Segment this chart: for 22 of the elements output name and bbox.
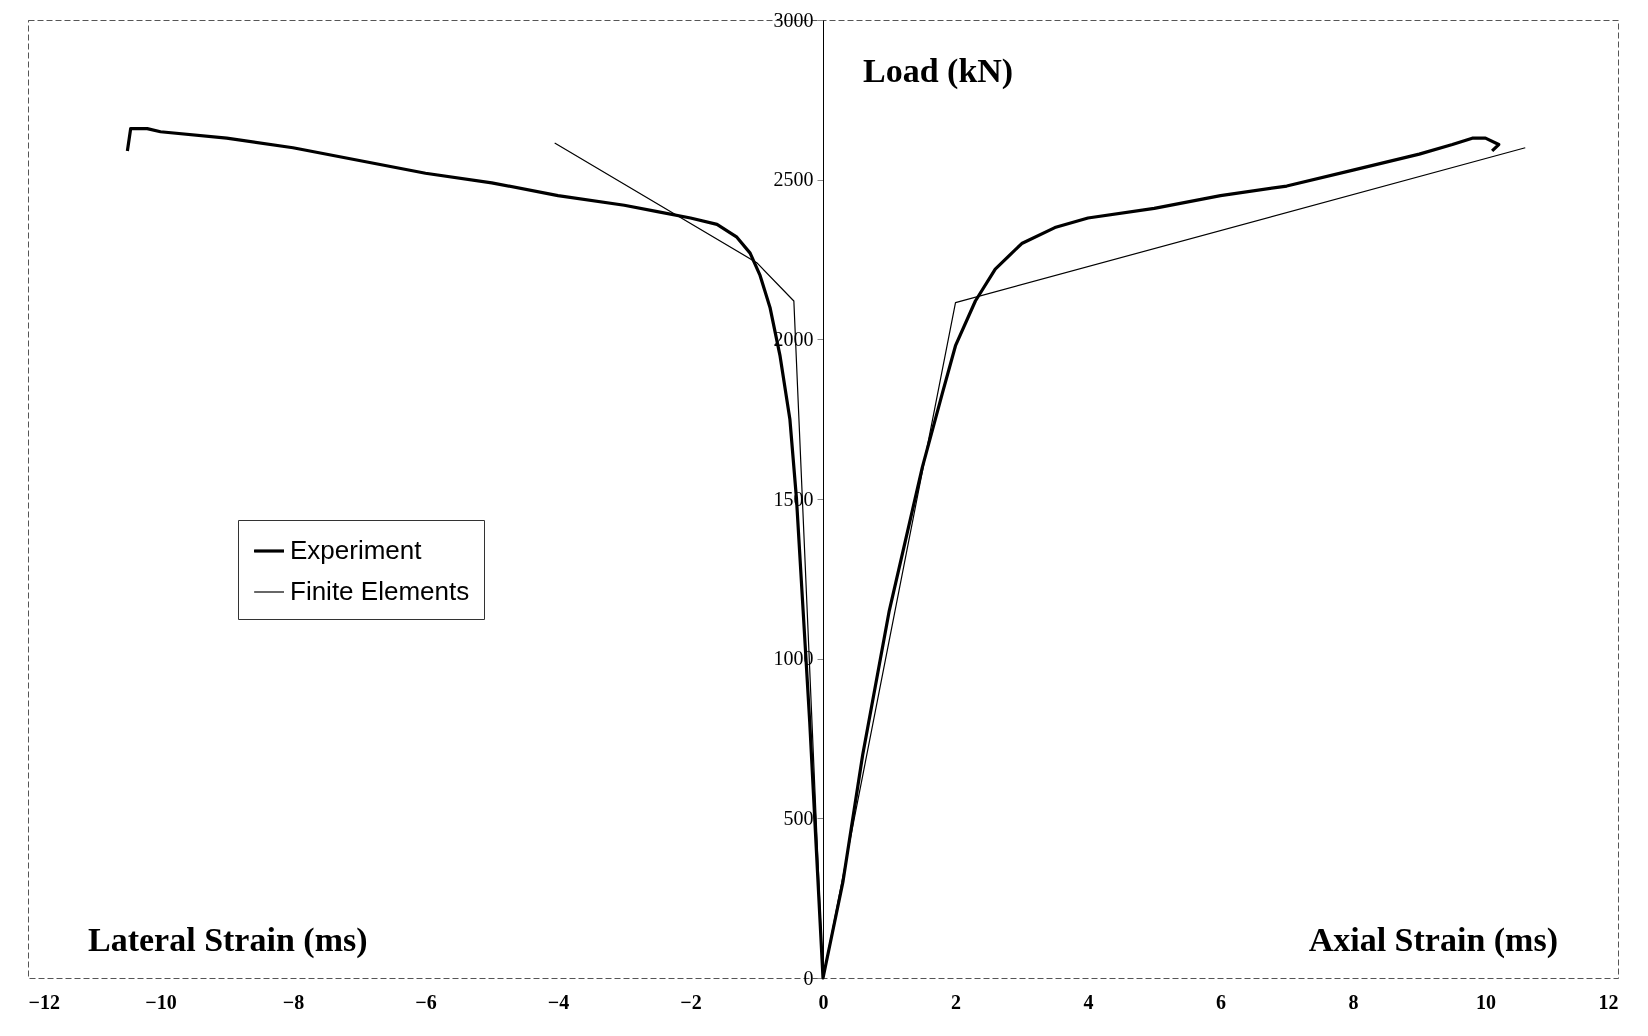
x-tick-label: 0	[818, 990, 829, 1013]
x-tick-label: 8	[1348, 990, 1359, 1013]
x-tick-label: −4	[547, 990, 570, 1013]
y-tick-label: 0	[803, 966, 814, 989]
annotation: Lateral Strain (ms)	[88, 921, 368, 959]
x-tick-label: −10	[145, 990, 177, 1013]
legend-label: Finite Elements	[290, 576, 470, 606]
x-tick-label: −6	[415, 990, 437, 1013]
x-tick-label: 4	[1083, 990, 1094, 1013]
y-tick-label: 3000	[773, 8, 814, 31]
x-tick-label: −12	[28, 990, 60, 1013]
legend-label: Experiment	[290, 535, 423, 565]
x-tick-label: 2	[951, 990, 961, 1013]
y-tick-label: 500	[783, 806, 814, 829]
x-tick-label: 12	[1598, 990, 1619, 1013]
y-tick-label: 2500	[773, 168, 814, 191]
x-tick-label: 6	[1216, 990, 1226, 1013]
annotation: Axial Strain (ms)	[1308, 921, 1558, 959]
x-tick-label: −2	[680, 990, 702, 1013]
y-axis-title: Load (kN)	[863, 52, 1014, 90]
x-tick-label: 10	[1476, 990, 1496, 1013]
x-tick-label: −8	[282, 990, 305, 1013]
